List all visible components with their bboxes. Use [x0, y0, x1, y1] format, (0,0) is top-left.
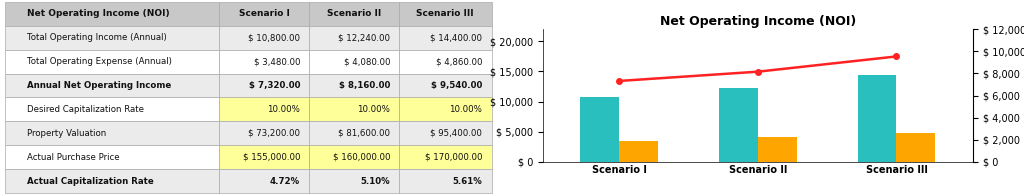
- Bar: [581, 97, 620, 162]
- Bar: [719, 88, 758, 162]
- Bar: [896, 133, 935, 162]
- Bar: [620, 141, 657, 162]
- Title: Net Operating Income (NOI): Net Operating Income (NOI): [659, 15, 856, 28]
- Bar: [858, 75, 896, 162]
- Bar: [758, 137, 797, 162]
